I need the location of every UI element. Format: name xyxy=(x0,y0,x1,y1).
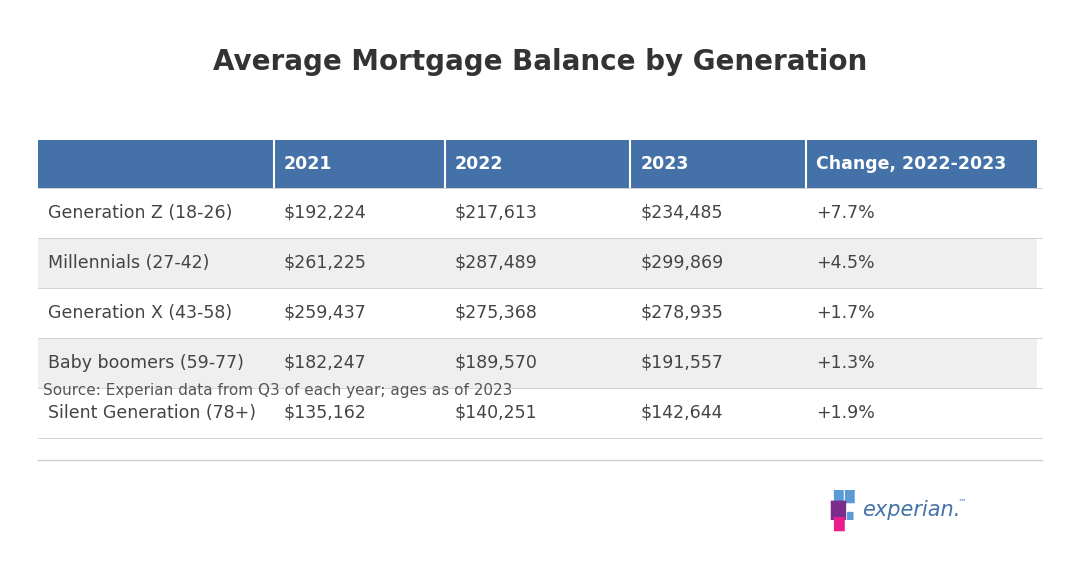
Text: █: █ xyxy=(833,489,842,502)
Text: █: █ xyxy=(833,517,843,531)
Text: $234,485: $234,485 xyxy=(640,204,723,222)
Text: $278,935: $278,935 xyxy=(640,304,724,322)
Text: 2022: 2022 xyxy=(455,155,503,173)
Text: $135,162: $135,162 xyxy=(284,404,367,422)
Text: 2023: 2023 xyxy=(640,155,689,173)
Text: $261,225: $261,225 xyxy=(284,254,367,272)
Text: $192,224: $192,224 xyxy=(284,204,367,222)
Text: █: █ xyxy=(846,511,852,521)
Text: $182,247: $182,247 xyxy=(284,354,366,372)
Text: Average Mortgage Balance by Generation: Average Mortgage Balance by Generation xyxy=(213,48,867,76)
Text: Source: Experian data from Q3 of each year; ages as of 2023: Source: Experian data from Q3 of each ye… xyxy=(43,383,512,397)
Text: █: █ xyxy=(845,489,854,502)
Text: █: █ xyxy=(831,500,846,520)
Text: experian.: experian. xyxy=(862,500,960,520)
Text: $191,557: $191,557 xyxy=(640,354,724,372)
Text: +4.5%: +4.5% xyxy=(816,254,875,272)
Text: $259,437: $259,437 xyxy=(284,304,367,322)
Text: $275,368: $275,368 xyxy=(455,304,538,322)
Text: Generation Z (18-26): Generation Z (18-26) xyxy=(48,204,232,222)
Text: $217,613: $217,613 xyxy=(455,204,538,222)
Text: +7.7%: +7.7% xyxy=(816,204,875,222)
Text: +1.3%: +1.3% xyxy=(816,354,875,372)
Text: $140,251: $140,251 xyxy=(455,404,537,422)
Text: Silent Generation (78+): Silent Generation (78+) xyxy=(48,404,256,422)
Text: +1.9%: +1.9% xyxy=(816,404,875,422)
Text: $299,869: $299,869 xyxy=(640,254,724,272)
Text: Baby boomers (59-77): Baby boomers (59-77) xyxy=(48,354,244,372)
Text: 2021: 2021 xyxy=(284,155,333,173)
Text: $142,644: $142,644 xyxy=(640,404,723,422)
Text: $287,489: $287,489 xyxy=(455,254,538,272)
Text: ™: ™ xyxy=(958,497,967,506)
Text: Millennials (27-42): Millennials (27-42) xyxy=(48,254,210,272)
Text: $189,570: $189,570 xyxy=(455,354,538,372)
Text: Change, 2022-2023: Change, 2022-2023 xyxy=(816,155,1007,173)
Text: Generation X (43-58): Generation X (43-58) xyxy=(48,304,232,322)
Text: +1.7%: +1.7% xyxy=(816,304,875,322)
